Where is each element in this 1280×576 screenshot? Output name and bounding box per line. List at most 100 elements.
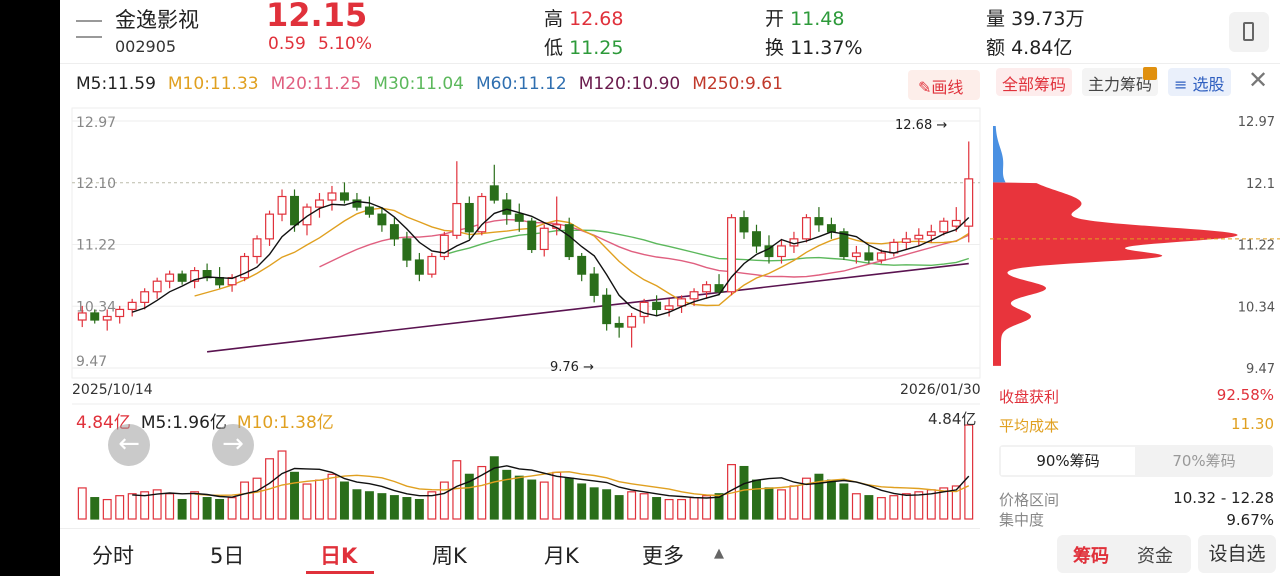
seg-70[interactable]: 70%筹码	[1172, 452, 1236, 470]
volume-bar	[389, 495, 399, 520]
landscape-toggle-button[interactable]	[1229, 12, 1269, 52]
volume-bar	[127, 493, 137, 520]
volume-bar	[315, 479, 324, 520]
chip-axis-label: 12.1	[1246, 177, 1275, 192]
low-label: 低	[544, 37, 564, 59]
amount-label: 额	[986, 37, 1006, 59]
candle	[477, 192, 487, 236]
stock-name: 金逸影视	[115, 8, 199, 32]
amount-value: 4.84亿	[1011, 37, 1073, 59]
candle	[964, 141, 974, 243]
volume-bar	[752, 479, 761, 520]
concentration-label: 集中度	[999, 511, 1045, 529]
stock-code: 002905	[115, 37, 177, 56]
volume-bar	[876, 497, 886, 520]
candle	[939, 217, 949, 236]
ma-legend-item: M60:11.12	[476, 74, 567, 94]
candle	[265, 210, 275, 246]
candle	[951, 207, 961, 232]
price-axis-label: 11.22	[76, 238, 116, 254]
candle	[889, 238, 899, 257]
ma-legend-item: M30:11.04	[373, 74, 464, 94]
volume-bar	[527, 479, 537, 520]
volume-bar	[627, 491, 637, 520]
candle	[814, 207, 824, 232]
candle	[689, 288, 699, 306]
tab-all-chips[interactable]: 全部筹码	[996, 68, 1073, 96]
ma-legend-item: M20:11.25	[270, 74, 362, 94]
volume-ma10-line	[194, 471, 970, 497]
volume-bar	[302, 483, 312, 520]
ma-legend: M5:11.59 M10:11.33 M20:11.25 M30:11.04 M60:1…	[76, 74, 783, 94]
candle	[452, 161, 462, 239]
profit-value: 92.58%	[1216, 386, 1274, 404]
chip-distribution-chart: 12.97 12.1 11.22 10.34 9.47	[990, 115, 1280, 377]
price-axis-label: 10.34	[76, 299, 116, 315]
volume-bar	[739, 465, 749, 520]
min-price-label: 9.76 →	[550, 360, 594, 375]
volume-bar	[464, 473, 474, 520]
candle	[677, 295, 687, 313]
funds-button[interactable]: 资金	[1137, 546, 1173, 567]
candle	[776, 238, 786, 264]
open-stat: 开 11.48	[765, 4, 844, 31]
stock-picker-button[interactable]: ≡ 选股	[1168, 68, 1231, 96]
volume-bar	[77, 487, 87, 520]
draw-line-button[interactable]: ✎画线	[908, 70, 980, 100]
price-axis-label: 12.10	[76, 176, 116, 192]
volume-bar	[614, 495, 624, 520]
candle	[127, 298, 137, 317]
chip-profit-area	[993, 182, 1238, 366]
candle	[402, 231, 412, 268]
next-arrow-button[interactable]: →	[212, 424, 254, 466]
volume-bar	[814, 473, 824, 520]
chip-percent-toggle: 90%筹码 70%筹码	[999, 445, 1273, 477]
volume-bar	[177, 498, 187, 520]
volume-max-label: 4.84亿	[928, 410, 977, 428]
volume-bar	[290, 471, 299, 520]
caret-up-icon[interactable]: ▲	[714, 546, 724, 561]
volume-bar	[964, 424, 974, 520]
candle	[165, 270, 175, 289]
ma-legend-item: M10:11.33	[167, 74, 259, 94]
candle	[202, 263, 212, 282]
chips-button[interactable]: 筹码	[1073, 546, 1109, 567]
volume-bar	[514, 475, 524, 520]
volume-m5: M5:1.96亿	[140, 413, 227, 433]
tab-daily-k[interactable]: 日K	[320, 544, 358, 568]
volume-label: 量	[986, 8, 1006, 30]
candle	[564, 217, 574, 261]
tab-weekly-k[interactable]: 周K	[432, 544, 467, 568]
volume-bar	[352, 489, 362, 520]
volume-bar	[439, 481, 449, 520]
candle	[364, 196, 374, 218]
candle	[464, 196, 474, 239]
kline-chart[interactable]: 12.97 12.10 11.22 10.34 9.47 12.68 → 9.76 →	[60, 100, 992, 520]
volume-bar	[252, 477, 262, 520]
tab-5day[interactable]: 5日	[210, 544, 245, 568]
volume-bar	[889, 495, 899, 520]
stock-app: 金逸影视 002905 12.15 0.59 5.10% 高 12.68 低 1…	[60, 0, 1280, 576]
volume-bar	[152, 489, 162, 520]
menu-icon[interactable]	[76, 20, 102, 38]
tab-monthly-k[interactable]: 月K	[544, 544, 579, 568]
candle	[177, 270, 187, 285]
ma20-line	[319, 218, 970, 278]
candle	[926, 224, 936, 243]
price-axis-label: 12.97	[76, 115, 116, 131]
concentration-value: 9.67%	[1226, 511, 1274, 529]
seg-90[interactable]: 90%筹码	[1001, 447, 1135, 475]
high-label: 高	[544, 8, 564, 30]
close-icon[interactable]: ✕	[1248, 66, 1269, 94]
tab-intraday[interactable]: 分时	[92, 544, 134, 568]
volume-bar	[552, 471, 562, 520]
candle	[627, 312, 637, 348]
lock-icon	[1143, 67, 1157, 80]
volume-bar	[801, 477, 811, 520]
add-watchlist-button[interactable]: 设自选	[1198, 535, 1276, 573]
prev-arrow-button[interactable]: ←	[108, 424, 150, 466]
volume-bar	[939, 487, 949, 520]
volume-bar	[339, 481, 349, 520]
tab-more[interactable]: 更多	[642, 544, 684, 568]
low-stat: 低 11.25	[544, 33, 623, 60]
